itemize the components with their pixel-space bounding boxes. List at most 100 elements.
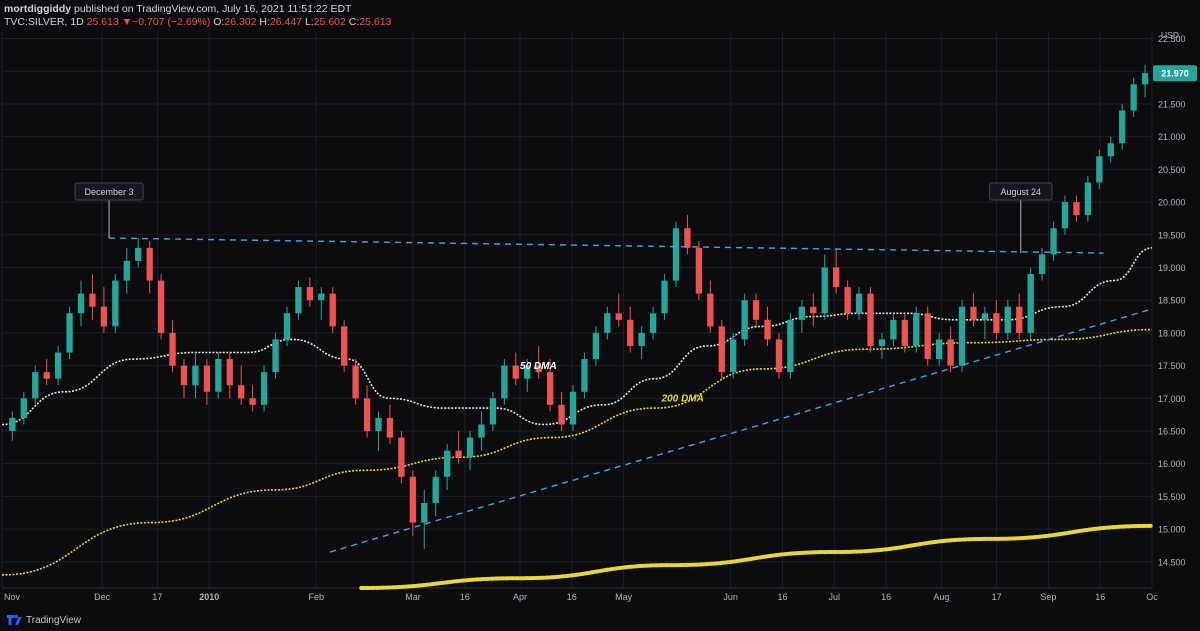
- callout-box: [74, 182, 144, 201]
- candle-body: [386, 417, 394, 438]
- candle-body: [878, 339, 886, 346]
- time-tick-label: 17: [152, 592, 162, 602]
- time-tick-label: Mar: [405, 592, 421, 602]
- candle-body: [272, 339, 279, 373]
- published-text: published on TradingView.com, July 16, 2…: [74, 3, 352, 15]
- candle-body: [981, 313, 989, 320]
- callout-label: August 24: [1001, 187, 1042, 197]
- candle-body: [581, 359, 588, 392]
- candle-body: [787, 319, 794, 373]
- time-tick-label: 16: [881, 592, 891, 602]
- candle-body: [329, 293, 336, 327]
- candle-body: [890, 319, 897, 340]
- footer-bar: [0, 610, 1200, 631]
- price-tick-label: 20.500: [1158, 165, 1186, 175]
- price-tick-label: 20.000: [1158, 198, 1186, 208]
- candle-body: [604, 313, 611, 333]
- candle-body: [741, 300, 748, 340]
- chart-grid: [1, 32, 1153, 589]
- time-tick-label: 16: [460, 592, 470, 602]
- author-name[interactable]: mortdiggiddy: [4, 3, 72, 15]
- time-tick-label: Sep: [1040, 592, 1056, 602]
- candle-body: [306, 287, 313, 301]
- candle-body: [535, 365, 542, 373]
- time-tick-label: Apr: [513, 592, 527, 602]
- time-tick-label: Jul: [829, 592, 841, 602]
- candle-body: [947, 339, 954, 366]
- last-price: 25.613: [86, 16, 119, 28]
- time-tick-label: Jun: [723, 592, 738, 602]
- candle-body: [1130, 84, 1137, 111]
- price-tick-label: 15.000: [1158, 525, 1186, 535]
- candle-body: [1038, 254, 1046, 275]
- candle-body: [901, 319, 908, 346]
- candle-body: [569, 391, 577, 425]
- candle-body: [1061, 202, 1069, 229]
- time-tick-label: 16: [1095, 592, 1105, 602]
- candle-body: [546, 372, 554, 405]
- price-tick-label: 19.000: [1158, 263, 1186, 273]
- price-change: ▼−0.707 (−2.69%): [121, 16, 211, 28]
- candle-body: [100, 306, 108, 327]
- candle-body: [672, 228, 680, 281]
- candle-body: [558, 404, 565, 425]
- candle-body: [810, 306, 817, 314]
- candle-body: [283, 313, 291, 340]
- candle-body: [226, 359, 233, 386]
- price-tick-label: 21.000: [1158, 132, 1186, 142]
- candle-body: [489, 398, 497, 425]
- tradingview-logo[interactable]: TradingView: [6, 613, 81, 627]
- candle-body: [1073, 202, 1080, 216]
- candle-body: [32, 372, 39, 399]
- candle-body: [54, 352, 62, 379]
- callout-box: [989, 182, 1053, 201]
- annotations: December 3 August 24 50 DMA 200 DMA: [74, 182, 1053, 405]
- close-label: C:: [348, 16, 360, 28]
- last-price-tag: 21.970: [1153, 65, 1197, 82]
- candle-body: [9, 417, 16, 432]
- time-tick-label: 2010: [199, 592, 219, 602]
- candle-body: [43, 372, 50, 379]
- callout-label: December 3: [85, 187, 134, 197]
- candle-body: [352, 365, 359, 399]
- candle-body: [249, 398, 256, 405]
- candle-body: [1084, 182, 1092, 216]
- candle-body: [89, 293, 96, 307]
- price-tick-label: 16.500: [1158, 427, 1186, 437]
- trendlines: [109, 237, 1149, 553]
- candle-body: [341, 326, 348, 366]
- symbol-label[interactable]: TVC:SILVER, 1D: [4, 16, 84, 28]
- candle-body: [238, 385, 245, 399]
- candle-body: [455, 450, 462, 458]
- candle-body: [924, 313, 931, 360]
- currency-label: USD: [1161, 30, 1179, 40]
- price-tick-label: 17.000: [1158, 394, 1186, 404]
- time-tick-label: Oc: [1146, 592, 1158, 602]
- candle-body: [958, 306, 966, 366]
- candle-body: [363, 398, 371, 432]
- candle-body: [775, 339, 783, 373]
- candle-body: [821, 267, 828, 314]
- candle-body: [444, 450, 451, 477]
- price-tick-label: 18.500: [1158, 296, 1186, 306]
- candle-body: [203, 365, 211, 392]
- candle-body: [146, 247, 153, 281]
- axis-labels: 22.50022.00021.50021.00020.50020.00019.5…: [4, 30, 1186, 602]
- candle-body: [935, 339, 943, 360]
- candle-body: [913, 313, 920, 346]
- candle-body: [592, 332, 600, 360]
- candle-body: [798, 306, 805, 320]
- candle-body: [970, 306, 977, 320]
- candle-body: [844, 287, 851, 314]
- time-tick-label: May: [615, 592, 633, 602]
- candle-body: [135, 247, 142, 261]
- candle-body: [409, 476, 416, 523]
- candle-body: [66, 313, 73, 353]
- price-tick-label: 15.500: [1158, 492, 1186, 502]
- time-tick-label: 16: [567, 592, 577, 602]
- time-tick-label: Feb: [309, 592, 325, 602]
- last-price-badge: [1153, 65, 1197, 82]
- price-tick-label: 16.000: [1158, 459, 1186, 469]
